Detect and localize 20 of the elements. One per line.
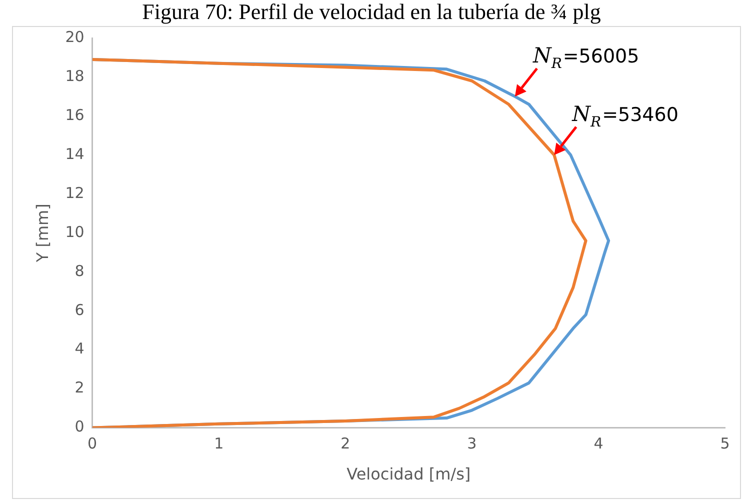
x-tick-label: 1 — [214, 434, 224, 453]
chart-title: Figura 70: Perfil de velocidad en la tubería de ¾ plg — [141, 0, 602, 24]
x-tick-label: 2 — [340, 434, 350, 453]
y-tick-label: 2 — [74, 378, 84, 397]
y-axis-title: Y [mm] — [32, 204, 52, 264]
y-tick-label: 4 — [74, 340, 84, 358]
x-axis-title: Velocidad [m/s] — [346, 464, 471, 484]
x-tick-label: 4 — [594, 434, 604, 453]
x-tick-label: 3 — [467, 434, 477, 453]
y-tick-label: 14 — [65, 144, 84, 163]
y-tick-label: 10 — [65, 222, 84, 241]
y-tick-label: 18 — [65, 66, 84, 85]
y-tick-label: 12 — [65, 184, 84, 202]
y-tick-label: 20 — [65, 28, 84, 46]
y-tick-label: 8 — [74, 262, 84, 280]
y-tick-label: 16 — [65, 106, 84, 124]
x-tick-label: 5 — [720, 434, 730, 453]
x-tick-label: 0 — [88, 434, 98, 453]
y-tick-label: 6 — [74, 300, 84, 319]
y-tick-label: 0 — [74, 418, 84, 436]
